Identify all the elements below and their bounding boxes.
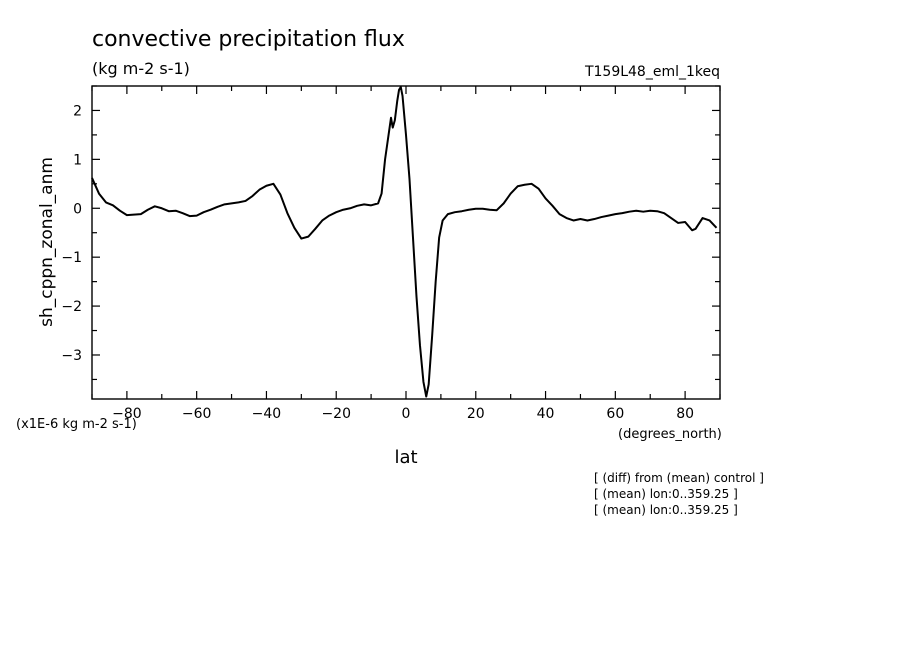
y-tick-label: −3 xyxy=(61,348,82,364)
x-tick-label: −80 xyxy=(112,406,142,422)
y-tick-label: −1 xyxy=(61,250,82,266)
x-tick-label: 80 xyxy=(676,406,694,422)
y-axis-label: sh_cppn_zonal_anm xyxy=(37,157,57,327)
x-tick-label: 40 xyxy=(537,406,555,422)
y-tick-label: 1 xyxy=(73,152,82,168)
x-axis-label: lat xyxy=(394,447,417,468)
plot-frame xyxy=(91,85,721,400)
x-axis-units: (degrees_north) xyxy=(618,427,722,442)
series-layer xyxy=(91,85,718,398)
x-tick-label: −20 xyxy=(321,406,351,422)
y-tick-label: −2 xyxy=(61,299,82,315)
run-label: T159L48_eml_1keq xyxy=(584,64,720,80)
chart-units: (kg m-2 s-1) xyxy=(92,59,190,78)
x-tick-label: 20 xyxy=(467,406,485,422)
note-line: [ (mean) lon:0..359.25 ] xyxy=(594,487,738,501)
x-tick-label: −40 xyxy=(252,406,282,422)
y-tick-label: 2 xyxy=(73,103,82,119)
x-tick-label: −60 xyxy=(182,406,212,422)
y-scale-note: (x1E-6 kg m-2 s-1) xyxy=(16,417,137,432)
ticks: −80 −60 −40 −20 0 20 40 60 80 2 1 0 −1 −2 −3 xyxy=(61,85,721,422)
chart-title: convective precipitation flux xyxy=(92,27,405,52)
x-tick-label: 60 xyxy=(606,406,624,422)
x-tick-label: 0 xyxy=(402,406,411,422)
series-line xyxy=(91,85,718,398)
y-tick-label: 0 xyxy=(73,201,82,217)
note-line: [ (mean) lon:0..359.25 ] xyxy=(594,503,738,517)
note-line: [ (diff) from (mean) control ] xyxy=(594,471,764,485)
